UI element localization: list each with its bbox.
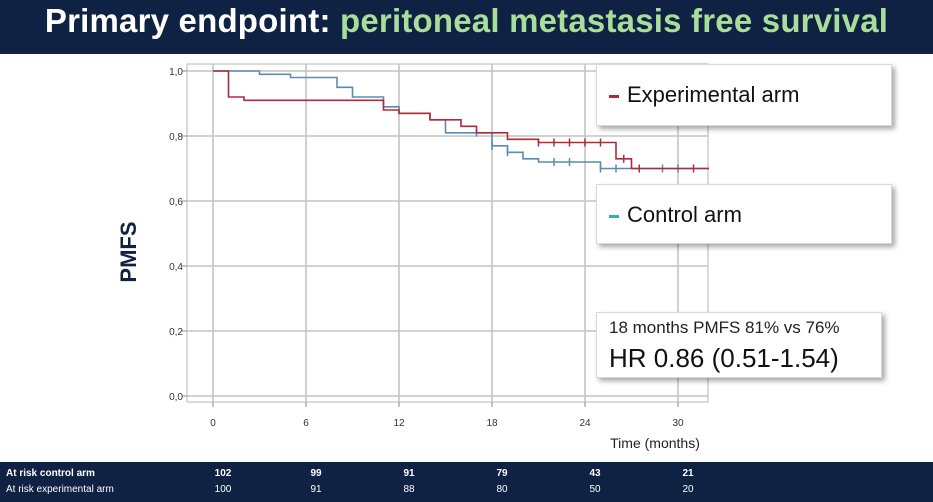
y-tick-label: 0,4 (169, 262, 183, 273)
legend-swatch-control (609, 215, 619, 218)
at-risk-experimental-value: 91 (310, 484, 322, 495)
y-tick-label: 0,8 (169, 132, 183, 143)
series-line-experimental (213, 70, 709, 170)
slide-title: Primary endpoint: peritoneal metastasis … (0, 0, 933, 52)
x-tick-label: 6 (303, 418, 309, 429)
pmfs-18-months-text: 18 months PMFS 81% vs 76% (609, 318, 840, 337)
chart-panel: 0 6 12 18 24 30 0,0 0,2 0,4 0,6 0,8 1,0 Time (months… (0, 54, 933, 462)
legend-swatch-experimental (609, 95, 619, 98)
at-risk-control-value: 43 (589, 468, 601, 479)
at-risk-experimental-value: 88 (403, 484, 415, 495)
at-risk-experimental-value: 50 (589, 484, 601, 495)
at-risk-control-label: At risk control arm (6, 468, 95, 479)
x-axis-label: Time (months) (610, 435, 700, 451)
x-tick-label: 18 (486, 418, 498, 429)
y-axis-label: PMFS (116, 221, 141, 282)
title-highlight: peritoneal metastasis free survival (340, 2, 889, 39)
legend-label-experimental: Experimental arm (627, 82, 800, 107)
at-risk-experimental-value: 100 (214, 484, 232, 495)
at-risk-control-value: 21 (682, 468, 694, 479)
y-tick-label: 0,0 (169, 392, 183, 403)
title-prefix: Primary endpoint: (44, 2, 331, 39)
at-risk-control-value: 99 (310, 468, 322, 479)
stats-box: 18 months PMFS 81% vs 76% HR 0.86 (0.51-… (596, 312, 882, 378)
at-risk-experimental-label: At risk experimental arm (6, 484, 114, 495)
legend-box-control: Control arm (596, 184, 892, 244)
at-risk-experimental-value: 20 (682, 484, 694, 495)
x-tick-label: 12 (393, 418, 405, 429)
x-tick-label: 0 (210, 418, 216, 429)
at-risk-control-value: 79 (496, 468, 508, 479)
y-tick-label: 0,6 (169, 197, 183, 208)
legend-box-experimental: Experimental arm (596, 64, 892, 126)
at-risk-table: At risk control arm At risk experimental… (0, 462, 933, 502)
x-tick-label: 30 (672, 418, 684, 429)
x-tick-label: 24 (579, 418, 591, 429)
at-risk-control-value: 102 (214, 468, 232, 479)
y-tick-label: 0,2 (169, 327, 183, 338)
at-risk-control-value: 91 (403, 468, 415, 479)
at-risk-experimental-value: 80 (496, 484, 508, 495)
legend-label-control: Control arm (627, 202, 742, 227)
hazard-ratio-text: HR 0.86 (0.51-1.54) (609, 343, 839, 373)
y-tick-label: 1,0 (169, 67, 183, 78)
